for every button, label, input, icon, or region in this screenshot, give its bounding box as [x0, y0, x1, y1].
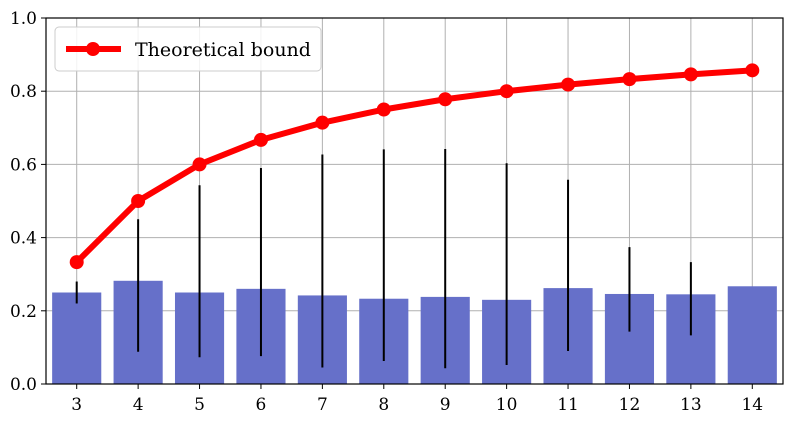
x-tick-label: 8: [378, 395, 389, 415]
bound-point: [253, 132, 268, 147]
bound-point: [745, 63, 760, 78]
bound-point: [561, 77, 576, 92]
bound-point: [192, 157, 207, 172]
plot-frame: [45, 17, 784, 385]
x-tick-label: 3: [71, 395, 82, 415]
x-tick-label: 4: [133, 395, 144, 415]
legend: Theoretical bound: [54, 26, 322, 72]
y-tick-label: 0.8: [10, 82, 37, 102]
bound-point: [69, 255, 84, 270]
legend-label: Theoretical bound: [135, 39, 311, 61]
bound-point: [438, 92, 453, 107]
x-tick-label: 11: [557, 395, 579, 415]
bound-point: [622, 72, 637, 87]
bound-line-path: [74, 67, 753, 265]
x-tick-label: 14: [741, 395, 763, 415]
x-tick-label: 5: [194, 395, 205, 415]
bar: [727, 286, 777, 384]
y-tick-label: 0.4: [10, 229, 37, 249]
x-tick-label: 12: [619, 395, 641, 415]
y-tick-label: 1.0: [10, 9, 37, 29]
y-tick-label: 0.0: [10, 375, 37, 395]
bound-point: [315, 115, 330, 130]
bound-line: [69, 63, 760, 270]
bound-point: [131, 194, 146, 208]
bound-point: [683, 67, 698, 82]
y-tick-label: 0.2: [10, 302, 37, 322]
bound-point: [499, 84, 514, 99]
x-tick-label: 13: [680, 395, 702, 415]
error-bars: [75, 149, 692, 369]
legend-marker-swatch: [86, 42, 100, 56]
x-tick-label: 10: [496, 395, 518, 415]
x-tick-label: 9: [440, 395, 451, 415]
y-tick-label: 0.6: [10, 155, 37, 175]
x-tick-label: 7: [317, 395, 328, 415]
bars: [52, 280, 777, 384]
bound-point: [376, 102, 391, 117]
ticks: 0.0 0.2 0.4 0.6 0.8 1.0 3 4 5 6 7 8 9 10 11 12 13 14: [10, 9, 763, 415]
legend-box: [54, 26, 322, 72]
bar: [52, 292, 102, 384]
x-tick-label: 6: [256, 395, 267, 415]
